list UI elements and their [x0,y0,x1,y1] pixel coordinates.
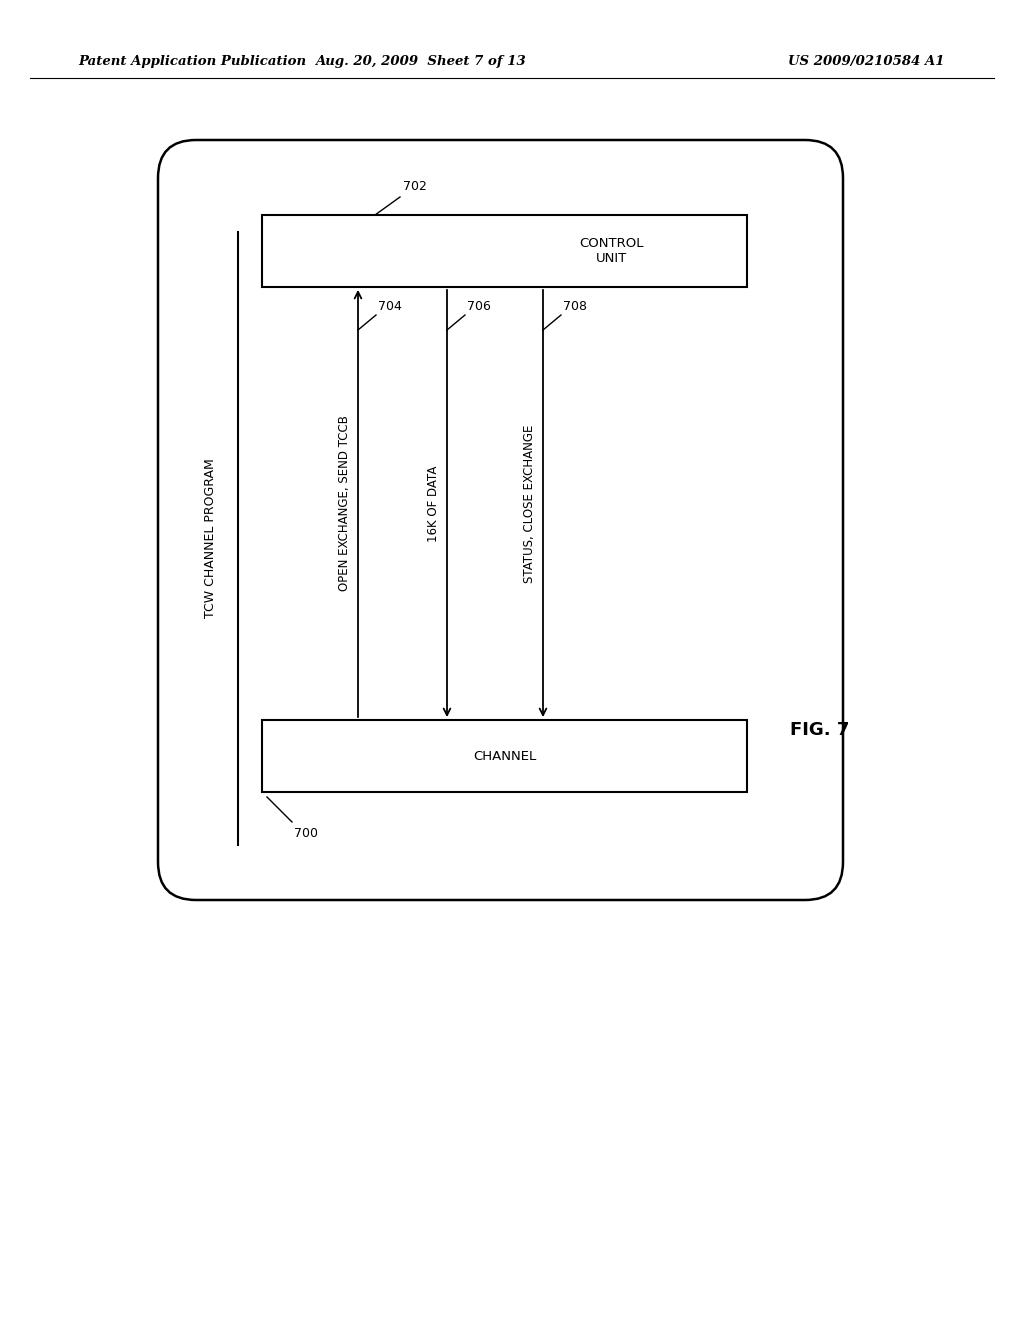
Text: OPEN EXCHANGE, SEND TCCB: OPEN EXCHANGE, SEND TCCB [338,416,351,591]
Text: Patent Application Publication: Patent Application Publication [78,55,306,69]
Text: TCW CHANNEL PROGRAM: TCW CHANNEL PROGRAM [204,458,216,618]
Text: 708: 708 [563,300,587,313]
Text: CHANNEL: CHANNEL [473,750,537,763]
Text: US 2009/0210584 A1: US 2009/0210584 A1 [788,55,945,69]
Text: STATUS, CLOSE EXCHANGE: STATUS, CLOSE EXCHANGE [523,424,536,582]
Text: 700: 700 [294,828,318,840]
Text: 704: 704 [378,300,401,313]
Text: CONTROL
UNIT: CONTROL UNIT [579,238,643,265]
Text: FIG. 7: FIG. 7 [791,721,850,739]
Text: Aug. 20, 2009  Sheet 7 of 13: Aug. 20, 2009 Sheet 7 of 13 [314,55,525,69]
Text: 706: 706 [467,300,490,313]
Text: 16K OF DATA: 16K OF DATA [427,466,440,541]
Bar [262,719,746,792]
FancyBboxPatch shape [158,140,843,900]
Bar [262,215,746,286]
Text: 702: 702 [403,180,427,193]
